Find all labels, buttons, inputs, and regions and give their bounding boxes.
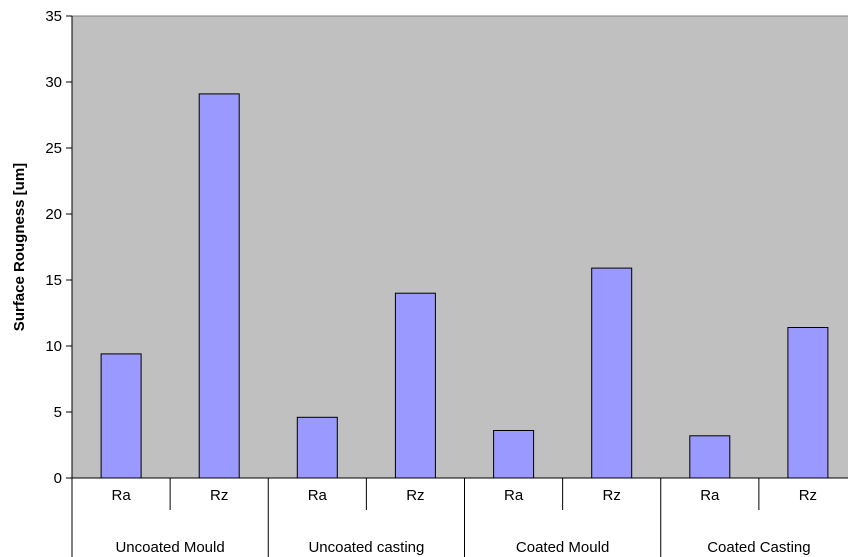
y-tick-label: 20 — [45, 206, 62, 223]
y-tick-label: 5 — [54, 404, 62, 421]
bar-coated-casting-ra — [689, 435, 731, 479]
x-category-label: Rz — [210, 487, 228, 504]
bar-coated-mould-ra — [493, 430, 535, 479]
y-axis: 0 5 10 15 20 25 30 35 — [45, 8, 73, 487]
x-category-label: Rz — [603, 487, 621, 504]
y-tick-label: 15 — [45, 272, 62, 289]
x-category-label: Rz — [406, 487, 424, 504]
y-tick-label: 0 — [54, 470, 62, 487]
bars-layer — [100, 93, 829, 479]
bar-coated-casting-rz — [787, 327, 829, 479]
y-tick-label: 25 — [45, 140, 62, 157]
y-tick-label: 35 — [45, 8, 62, 25]
bar-uncoated-mould-rz — [198, 93, 240, 479]
y-tick-label: 10 — [45, 338, 62, 355]
x-category-label: Ra — [504, 487, 524, 504]
plot-area — [71, 15, 848, 479]
x-group-label: Uncoated casting — [308, 539, 424, 556]
y-axis-title: Surface Rougness [um] — [11, 163, 28, 331]
x-group-label: Uncoated Mould — [115, 539, 224, 556]
bar-coated-mould-rz — [591, 267, 633, 479]
bar-uncoated-casting-ra — [296, 416, 338, 479]
x-axis-table: Ra Rz Ra Rz Ra Rz Ra Rz Uncoated Mould Uncoated c… — [71, 477, 848, 557]
x-group-label: Coated Casting — [707, 539, 810, 556]
x-category-label: Ra — [700, 487, 720, 504]
x-category-label: Ra — [308, 487, 328, 504]
x-group-label: Coated Mould — [516, 539, 609, 556]
x-category-label: Ra — [112, 487, 132, 504]
bar-uncoated-casting-rz — [394, 292, 436, 479]
x-category-label: Rz — [799, 487, 817, 504]
bar-uncoated-mould-ra — [100, 353, 142, 479]
y-tick-label: 30 — [45, 74, 62, 91]
